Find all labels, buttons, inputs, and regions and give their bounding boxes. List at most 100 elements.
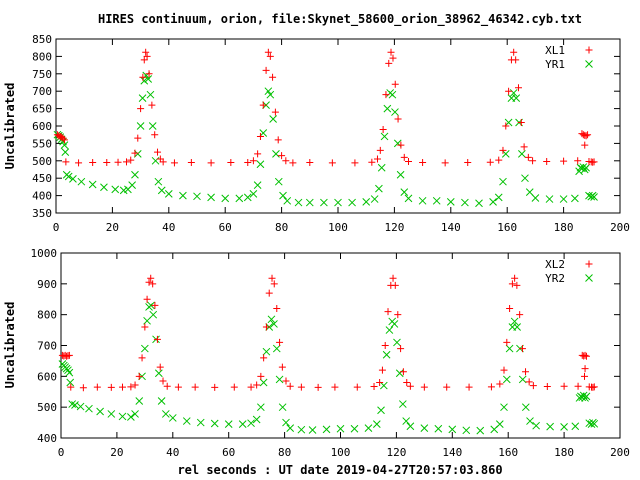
data-point	[264, 87, 273, 96]
data-point	[517, 119, 525, 127]
data-point	[574, 382, 582, 390]
data-point	[581, 365, 589, 373]
data-point	[191, 383, 199, 391]
legend-label: XL2	[545, 258, 565, 271]
x-tick-label: 200	[610, 221, 630, 234]
data-point	[282, 418, 290, 427]
data-point	[581, 372, 589, 380]
y-tick-label: 800	[37, 309, 57, 322]
data-point	[387, 48, 395, 56]
data-point	[182, 417, 191, 425]
data-point	[272, 344, 281, 353]
data-point	[111, 185, 120, 194]
data-point	[364, 424, 373, 432]
y-axis-label: Uncalibrated	[3, 83, 17, 170]
data-point	[499, 146, 507, 154]
data-point	[308, 426, 317, 434]
data-point	[576, 163, 585, 172]
data-point	[103, 159, 111, 167]
y-axis-label: Uncalibrated	[3, 302, 17, 389]
data-point	[266, 90, 275, 99]
data-point	[584, 131, 592, 139]
data-point	[273, 305, 281, 312]
data-point	[398, 400, 407, 408]
data-point	[221, 194, 230, 203]
data-point	[247, 383, 255, 391]
x-tick-label: 200	[610, 446, 630, 459]
data-point	[465, 383, 473, 391]
data-point	[260, 354, 268, 362]
data-point	[499, 177, 507, 186]
data-point	[259, 378, 268, 387]
data-point	[128, 181, 136, 190]
data-point	[79, 384, 87, 392]
x-tick-label: 40	[166, 446, 179, 459]
data-point	[394, 311, 402, 319]
data-point	[489, 198, 497, 206]
data-point	[420, 424, 429, 432]
data-point	[461, 198, 469, 207]
data-point	[96, 407, 104, 416]
data-point	[382, 350, 391, 359]
data-point	[419, 159, 427, 167]
data-point	[85, 404, 93, 413]
data-point	[512, 56, 520, 64]
data-point	[328, 159, 336, 167]
data-point	[174, 383, 182, 391]
data-point	[320, 198, 328, 207]
data-point	[379, 125, 387, 133]
data-point	[420, 383, 428, 391]
data-point	[157, 186, 166, 195]
data-point	[579, 163, 588, 171]
data-point	[127, 413, 135, 421]
x-tick-label: 0	[53, 221, 60, 234]
data-point	[265, 289, 273, 297]
x-tick-label: 140	[442, 446, 462, 459]
data-point	[149, 310, 158, 319]
data-point	[543, 157, 551, 165]
data-point	[147, 301, 155, 310]
data-point	[170, 159, 178, 167]
data-point	[390, 320, 399, 328]
data-point	[272, 149, 280, 158]
y-tick-label: 800	[32, 50, 52, 63]
x-tick-label: 120	[386, 446, 406, 459]
data-point	[60, 141, 69, 149]
data-point	[377, 163, 386, 172]
data-point	[257, 372, 265, 380]
x-tick-label: 20	[110, 446, 123, 459]
data-point	[164, 190, 173, 198]
data-point	[141, 323, 149, 331]
y-tick-label: 750	[32, 68, 52, 81]
legend-marker	[585, 60, 593, 68]
data-point	[89, 159, 97, 167]
data-point	[513, 323, 521, 331]
data-point	[269, 115, 277, 123]
data-point	[509, 89, 518, 97]
data-point	[253, 181, 262, 190]
x-tick-label: 160	[498, 446, 518, 459]
data-point	[400, 153, 408, 161]
data-point	[269, 73, 277, 81]
x-tick-label: 100	[328, 221, 348, 234]
data-point	[249, 157, 257, 165]
x-tick-label: 80	[275, 221, 288, 234]
data-point	[138, 354, 146, 362]
legend-label: XL1	[545, 44, 565, 57]
data-point	[370, 195, 379, 203]
data-point	[531, 194, 540, 202]
data-point	[297, 425, 306, 434]
data-point	[446, 198, 455, 206]
data-point	[196, 418, 205, 427]
data-point	[270, 320, 278, 328]
y-tick-label: 850	[32, 33, 52, 46]
data-point	[207, 193, 215, 202]
data-point	[399, 368, 407, 376]
data-point	[278, 152, 286, 160]
data-point	[151, 301, 159, 309]
data-point	[391, 108, 399, 116]
data-point	[262, 66, 270, 74]
data-point	[136, 122, 145, 130]
data-point	[560, 157, 568, 165]
data-point	[127, 383, 135, 391]
